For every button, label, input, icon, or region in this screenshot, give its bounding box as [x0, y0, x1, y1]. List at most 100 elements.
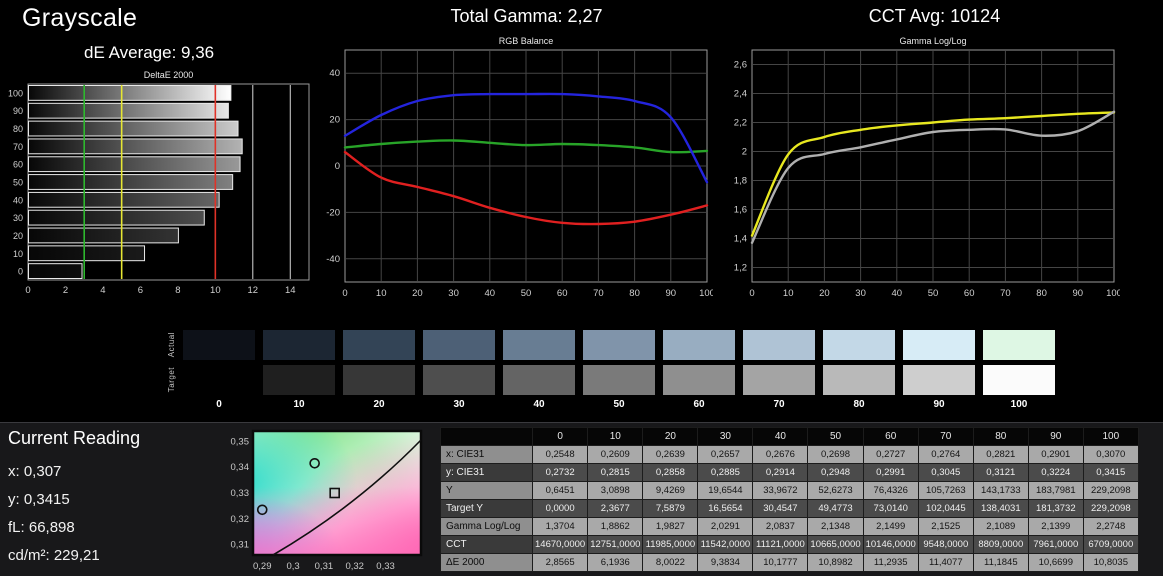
reading-x-value: 0,307: [23, 463, 62, 480]
gamma-loglog-svg: Gamma Log/Log 2,6 2,4 2,2 2 1,8 1,6 1,4 1,2 0 10 20…: [734, 36, 1122, 299]
swatch-actual-70: [743, 330, 815, 360]
table-cell: 12751,0000: [587, 535, 644, 554]
swatch-target-50: [583, 365, 655, 395]
rgb-balance-xtick-label: 60: [557, 288, 568, 299]
rgb-balance-svg: RGB Balance 40 20 0 -20 -40 0 10 20 30 40 50 60 70 80 9…: [326, 36, 715, 299]
rgb-balance-xtick-label: 70: [593, 288, 604, 299]
table-column-header: 80: [972, 427, 1029, 446]
reading-cdm2-value: 229,21: [53, 547, 100, 564]
deltae-bar-70: [28, 138, 243, 155]
swatch-actual-20: [343, 330, 415, 360]
swatch-column-90: 90: [903, 330, 975, 410]
table-row-gamma-log-log: Gamma Log/Log 1,3704 1,8862 1,9827 2,0291 2,0…: [440, 517, 1139, 536]
table-column-header: 10: [587, 427, 644, 446]
table-row-cct: CCT 14670,0000 12751,0000 11985,0000 11542,0…: [440, 535, 1139, 554]
table-cell: 7961,0000: [1027, 535, 1084, 554]
table-cell: 11985,0000: [642, 535, 699, 554]
gamma-loglog-ytick-label: 2,6: [734, 60, 747, 71]
swatch-column-50: 50: [583, 330, 655, 410]
reading-y-label: y:: [8, 491, 20, 508]
swatch-target-10: [263, 365, 335, 395]
gamma-loglog-ytick-label: 2,4: [734, 89, 747, 100]
table-row--e-2000: ΔE 2000 2,8565 6,1936 8,0022 9,3834 10,1777 10…: [440, 553, 1139, 572]
gamma-loglog-xtick-label: 70: [1000, 288, 1011, 299]
table-cell: 8809,0000: [972, 535, 1029, 554]
swatch-actual-40: [503, 330, 575, 360]
table-cell: 0,2676: [752, 445, 809, 464]
table-cell: 33,9672: [752, 481, 809, 500]
deltae-bar-0: [28, 263, 83, 280]
deltae-ytick-label: 50: [13, 178, 23, 188]
table-cell: 229,2098: [1082, 499, 1139, 518]
table-cell: 0,3415: [1082, 463, 1139, 482]
gamma-loglog-ytick-label: 1,6: [734, 205, 747, 216]
swatch-column-10: 10: [263, 330, 335, 410]
swatch-target-40: [503, 365, 575, 395]
table-row-target-y: Target Y 0,0000 2,3677 7,5879 16,5654 30,4547…: [440, 499, 1139, 518]
swatch-column-30: 30: [423, 330, 495, 410]
cie-ytick-label: 0,31: [231, 540, 250, 551]
table-column-header: 70: [917, 427, 974, 446]
table-column-header: 50: [807, 427, 864, 446]
table-cell: 0,2732: [531, 463, 589, 482]
swatch-actual-100: [983, 330, 1055, 360]
deltae-ytick-label: 100: [8, 88, 23, 98]
cie-marker-current-reading: [309, 457, 320, 469]
rgb-balance-xtick-label: 90: [666, 288, 677, 299]
table-cell: 0,2991: [862, 463, 919, 482]
reading-cdm2: cd/m²: 229,21: [8, 542, 140, 570]
rgb-balance-ytick-label: -20: [326, 207, 340, 218]
table-cell: 1,8862: [587, 517, 644, 536]
deltae-xtick-label: 14: [285, 285, 296, 296]
cie-marker-reading-low: [256, 504, 268, 516]
gamma-loglog-chart-title: Gamma Log/Log: [899, 36, 966, 46]
swatch-level-label: 80: [853, 399, 865, 410]
table-cell: 1,3704: [531, 517, 589, 536]
deltae-bar-80: [28, 120, 239, 137]
deltae-ytick-label: 20: [13, 231, 23, 241]
table-cell: 0,2885: [697, 463, 754, 482]
deltae-bar-60: [28, 156, 241, 173]
table-column-header: 60: [862, 427, 919, 446]
deltae-xtick-label: 8: [175, 285, 180, 296]
table-cell: 0,2858: [642, 463, 699, 482]
deltae-ytick-label: 60: [13, 160, 23, 170]
gamma-loglog-xtick-label: 100: [1106, 288, 1120, 299]
swatch-column-70: 70: [743, 330, 815, 410]
table-cell: 102,0445: [917, 499, 974, 518]
table-cell: 30,4547: [752, 499, 809, 518]
reading-cdm2-label: cd/m²:: [8, 547, 50, 564]
table-cell: 2,1399: [1027, 517, 1084, 536]
de-average-label: dE Average: 9,36: [84, 43, 215, 62]
table-cell: 16,5654: [697, 499, 754, 518]
gamma-loglog-xtick-label: 30: [855, 288, 866, 299]
gamma-loglog-ytick-label: 1,4: [734, 234, 747, 245]
table-row-label: CCT: [440, 535, 533, 554]
cie-xtick-label: 0,33: [376, 561, 395, 572]
deltae-bar-100: [28, 85, 232, 101]
table-cell: 10,1777: [752, 553, 809, 572]
swatch-actual-30: [423, 330, 495, 360]
table-cell: 76,4326: [862, 481, 919, 500]
table-row-x-cie31: x: CIE31 0,2548 0,2609 0,2639 0,2657 0,2676 0,…: [440, 445, 1139, 464]
deltae-xtick-label: 2: [63, 285, 68, 296]
table-cell: 183,7981: [1027, 481, 1084, 500]
table-cell: 0,2914: [752, 463, 809, 482]
cie-ytick-label: 0,33: [231, 488, 250, 499]
rgb-balance-ytick-label: 40: [329, 68, 340, 79]
table-cell: 0,2609: [587, 445, 644, 464]
deltae-bar-30: [28, 209, 205, 226]
table-cell: 1,9827: [642, 517, 699, 536]
deltae-xtick-label: 6: [138, 285, 143, 296]
gamma-loglog-xtick-label: 50: [928, 288, 939, 299]
table-row-label: y: CIE31: [440, 463, 533, 482]
deltae-ytick-label: 10: [13, 249, 23, 259]
table-cell: 11121,0000: [752, 535, 809, 554]
table-row-label: Y: [440, 481, 533, 500]
rgb-balance-xtick-label: 30: [448, 288, 459, 299]
swatch-level-label: 90: [933, 399, 945, 410]
reading-y-value: 0,3415: [23, 491, 70, 508]
reading-x-label: x:: [8, 463, 20, 480]
table-cell: 0,2815: [587, 463, 644, 482]
